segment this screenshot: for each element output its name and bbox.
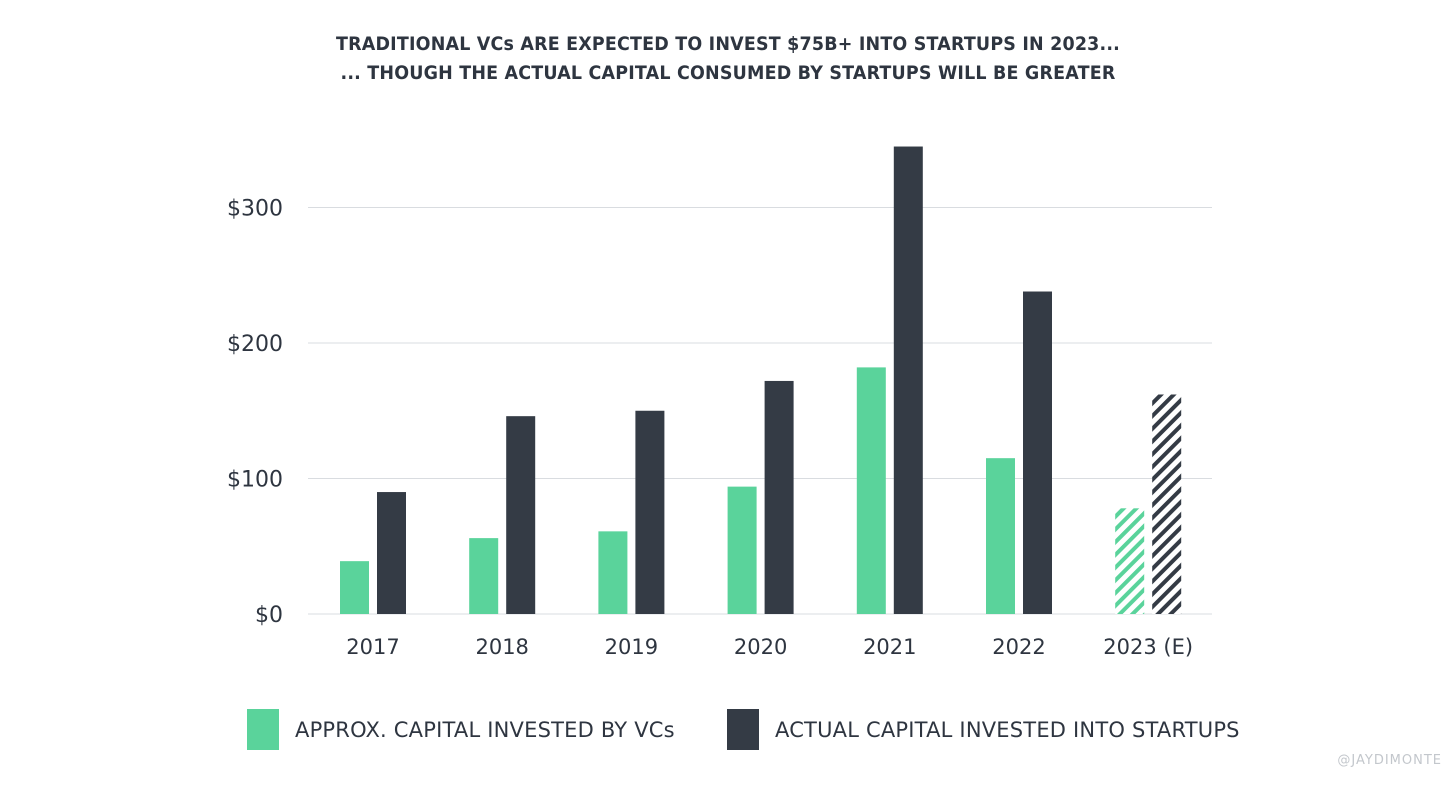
bar-startups-0 — [377, 492, 406, 614]
x-tick-label: 2022 — [992, 635, 1045, 659]
x-tick-label: 2019 — [605, 635, 658, 659]
legend-swatch-vcs — [247, 709, 279, 750]
bar-vcs-1 — [469, 538, 499, 614]
y-tick-label: $200 — [227, 332, 283, 357]
bar-startups-6 — [1152, 394, 1182, 614]
bar-vcs-3 — [727, 486, 757, 614]
legend-item-startups: ACTUAL CAPITAL INVESTED INTO STARTUPS — [727, 709, 1240, 750]
y-tick-label: $0 — [255, 603, 283, 628]
y-tick-label: $100 — [227, 468, 283, 493]
grid-lines — [308, 207, 1212, 615]
bar-vcs-6 — [1115, 508, 1145, 614]
watermark: @JAYDIMONTE — [1337, 753, 1442, 768]
bar-startups-2 — [635, 410, 665, 614]
x-tick-label: 2023 (E) — [1103, 635, 1193, 659]
y-axis-tick-labels: $0 $100 $200 $300 — [227, 197, 283, 629]
x-tick-label: 2017 — [346, 635, 399, 659]
bar-vcs-4 — [856, 367, 886, 614]
x-tick-label: 2020 — [734, 635, 787, 659]
x-tick-label: 2018 — [475, 635, 528, 659]
x-axis-tick-labels: 2017 2018 2019 2020 2021 2022 2023 (E) — [346, 635, 1193, 659]
legend-label-vcs: APPROX. CAPITAL INVESTED BY VCs — [295, 717, 675, 742]
chart-title-line-1: TRADITIONAL VCs ARE EXPECTED TO INVEST $… — [336, 33, 1120, 55]
bar-startups-4 — [893, 146, 923, 614]
bars — [340, 146, 1182, 614]
bar-startups-5 — [1023, 291, 1052, 614]
bar-vcs-2 — [598, 531, 628, 614]
legend-item-vcs: APPROX. CAPITAL INVESTED BY VCs — [247, 709, 675, 750]
chart-title-line-2: ... THOUGH THE ACTUAL CAPITAL CONSUMED B… — [340, 62, 1116, 84]
bar-vcs-0 — [340, 561, 369, 614]
bar-startups-3 — [764, 380, 794, 614]
legend-swatch-startups — [727, 709, 759, 750]
bar-vcs-5 — [986, 458, 1015, 614]
x-tick-label: 2021 — [863, 635, 916, 659]
y-tick-label: $300 — [227, 197, 283, 222]
chart-title: TRADITIONAL VCs ARE EXPECTED TO INVEST $… — [58, 30, 1398, 88]
legend-label-startups: ACTUAL CAPITAL INVESTED INTO STARTUPS — [775, 717, 1240, 742]
bar-startups-1 — [506, 416, 536, 614]
